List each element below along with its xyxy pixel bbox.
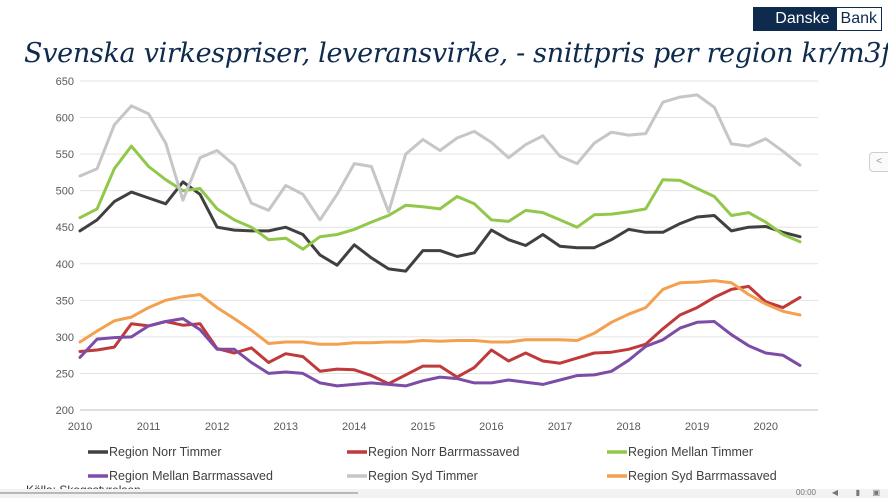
y-tick-label: 250: [56, 368, 74, 380]
y-tick-label: 500: [56, 186, 74, 198]
series-line-3: [78, 144, 802, 251]
volume-icon[interactable]: ▮: [855, 488, 860, 497]
x-tick-label: 2017: [548, 421, 572, 433]
y-tick-label: 350: [56, 295, 74, 307]
y-tick-label: 600: [56, 113, 74, 125]
video-player-bar[interactable]: 00:00 ◀ ▮ ▣: [0, 488, 888, 498]
series-line-2: [78, 284, 802, 386]
x-tick-label: 2015: [411, 421, 435, 433]
share-icon[interactable]: <: [869, 152, 888, 172]
y-tick-label: 200: [56, 405, 74, 417]
legend-label: Region Syd Timmer: [368, 469, 478, 483]
time-readout: 00:00: [795, 488, 816, 497]
x-tick-label: 2012: [205, 421, 229, 433]
fullscreen-icon[interactable]: ▣: [872, 488, 880, 497]
series-line-6: [78, 279, 802, 346]
legend-label: Region Mellan Timmer: [628, 445, 753, 459]
legend-label: Region Norr Timmer: [109, 445, 222, 459]
series-line-1: [78, 180, 802, 273]
logo-part-bank: Bank: [835, 7, 882, 31]
y-tick-label: 650: [56, 76, 74, 88]
y-tick-label: 300: [56, 332, 74, 344]
danske-bank-logo: Danske Bank: [753, 7, 882, 31]
x-tick-label: 2013: [273, 421, 297, 433]
series-line-5: [78, 93, 802, 222]
legend-label: Region Mellan Barrmassaved: [109, 469, 273, 483]
x-tick-label: 2018: [616, 421, 640, 433]
slide-title: Svenska virkespriser, leveransvirke, - s…: [24, 38, 888, 69]
play-icon[interactable]: ◀: [831, 488, 838, 497]
x-tick-label: 2020: [753, 421, 777, 433]
x-tick-label: 2019: [685, 421, 709, 433]
progress-track[interactable]: [0, 492, 358, 494]
x-tick-label: 2016: [479, 421, 503, 433]
series-line-4: [78, 317, 802, 388]
legend-label: Region Norr Barrmassaved: [368, 445, 519, 459]
y-tick-label: 450: [56, 222, 74, 234]
y-tick-label: 400: [56, 259, 74, 271]
x-tick-label: 2011: [137, 421, 161, 433]
y-tick-label: 550: [56, 149, 74, 161]
x-tick-label: 2010: [68, 421, 92, 433]
logo-part-danske: Danske: [753, 7, 836, 31]
x-tick-label: 2014: [342, 421, 366, 433]
legend-label: Region Syd Barrmassaved: [628, 469, 777, 483]
